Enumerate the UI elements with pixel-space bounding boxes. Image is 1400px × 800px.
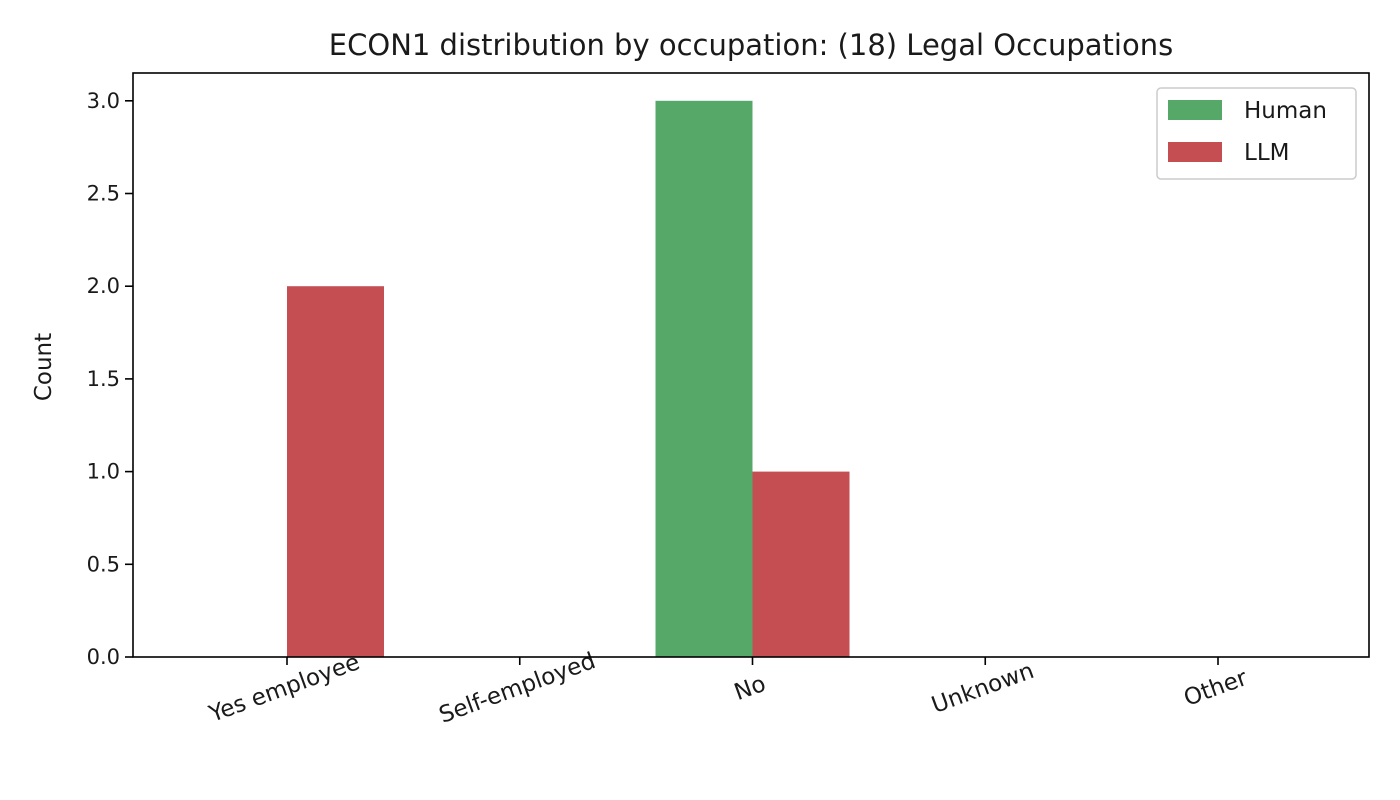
x-axis-ticks: Yes employee Self-employed No Unknown Other <box>205 648 1251 729</box>
legend-swatch-human <box>1168 100 1222 120</box>
bar-llm-yes-employee <box>287 286 384 657</box>
y-tick-label: 0.0 <box>87 645 120 669</box>
chart-title: ECON1 distribution by occupation: (18) L… <box>329 28 1173 62</box>
y-tick-label: 3.0 <box>87 89 120 113</box>
legend-label-llm: LLM <box>1244 140 1289 166</box>
x-tick-label: No <box>731 671 769 706</box>
x-tick-label: Yes employee <box>205 649 363 728</box>
y-axis-label: Count <box>31 333 57 401</box>
y-tick-label: 0.5 <box>87 552 120 576</box>
bars-layer <box>287 100 850 657</box>
x-tick-label: Other <box>1180 665 1251 712</box>
legend-swatch-llm <box>1168 142 1222 162</box>
legend: Human LLM <box>1156 87 1357 180</box>
plot-frame <box>132 72 1370 658</box>
y-tick-label: 2.5 <box>87 182 120 206</box>
bar-llm-no <box>752 471 850 657</box>
y-tick-label: 1.5 <box>87 367 120 391</box>
legend-label-human: Human <box>1244 98 1327 124</box>
bar-human-no <box>655 100 753 657</box>
y-axis-ticks: 0.0 0.5 1.0 1.5 2.0 2.5 3.0 <box>87 89 133 669</box>
y-tick-label: 2.0 <box>87 274 120 298</box>
x-tick-label: Unknown <box>928 658 1037 719</box>
y-tick-label: 1.0 <box>87 460 120 484</box>
x-tick-label: Self-employed <box>436 648 599 729</box>
